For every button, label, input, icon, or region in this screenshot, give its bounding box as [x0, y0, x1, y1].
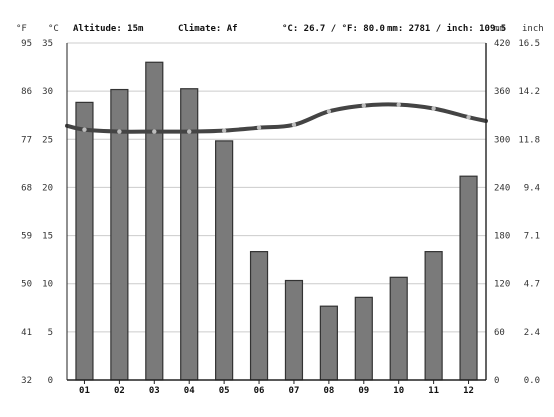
precipitation-axis-ticks: 0 0.0 60 2.4 120 4.7 180 7.1 240 9.4 300 11.8 360 14.… — [494, 39, 540, 386]
month-label: 09 — [358, 386, 369, 396]
mm-tick-label: 360 — [494, 87, 510, 97]
inch-tick-label: 14.2 — [518, 87, 540, 97]
mm-tick-label: 60 — [494, 328, 505, 338]
mm-tick-label: 300 — [494, 135, 510, 145]
total-precipitation-label: mm: 2781 / inch: 109.5 — [387, 23, 506, 34]
precipitation-bar-06 — [249, 251, 269, 381]
precipitation-bar-10 — [389, 276, 408, 381]
month-label: 12 — [463, 386, 474, 396]
inch-tick-label: 16.5 — [518, 39, 540, 49]
month-label: 02 — [114, 386, 125, 396]
temperature-point-10 — [396, 102, 401, 107]
celsius-tick-label: 5 — [48, 328, 53, 338]
month-label: 01 — [79, 386, 90, 396]
average-temperature-label: °C: 26.7 / °F: 80.0 — [282, 24, 385, 34]
temperature-point-11 — [431, 106, 436, 111]
precipitation-bar-03 — [145, 61, 164, 381]
mm-tick-label: 120 — [494, 280, 510, 290]
fahrenheit-tick-label: 86 — [21, 87, 32, 97]
climate-label: Climate: Af — [178, 23, 238, 34]
precipitation-bar-12 — [459, 175, 478, 381]
celsius-tick-label: 10 — [42, 280, 53, 290]
temperature-line — [65, 102, 488, 134]
precipitation-bar-01 — [75, 101, 94, 381]
inch-tick-label: 2.4 — [524, 328, 540, 338]
fahrenheit-tick-label: 95 — [21, 39, 32, 49]
celsius-tick-label: 20 — [42, 183, 53, 193]
fahrenheit-tick-label: 59 — [21, 232, 32, 242]
month-label: 11 — [428, 386, 439, 396]
gridlines — [67, 42, 486, 381]
temperature-point-03 — [152, 129, 157, 134]
celsius-tick-label: 30 — [42, 87, 53, 97]
fahrenheit-tick-label: 50 — [21, 280, 32, 290]
celsius-tick-label: 0 — [48, 376, 53, 386]
precipitation-bar-05 — [215, 140, 234, 381]
inch-tick-label: 9.4 — [524, 183, 540, 193]
fahrenheit-tick-label: 32 — [21, 376, 32, 386]
mm-tick-label: 420 — [494, 39, 510, 49]
fahrenheit-unit: °F — [16, 24, 27, 34]
temperature-point-08 — [326, 109, 332, 114]
inch-unit: inch — [522, 24, 544, 34]
temperature-point-07 — [291, 122, 297, 128]
month-label: 10 — [393, 386, 404, 396]
altitude-label: Altitude: 15m — [73, 23, 144, 34]
fahrenheit-tick-label: 41 — [21, 328, 32, 338]
fahrenheit-tick-label: 77 — [21, 135, 32, 145]
mm-tick-label: 180 — [494, 232, 510, 242]
temperature-point-05 — [221, 128, 227, 133]
temperature-axis-ticks: 32 0 41 5 50 10 59 15 68 20 77 25 86 30 95 35 — [21, 39, 53, 386]
celsius-unit: °C — [48, 24, 59, 34]
precipitation-bar-09 — [354, 296, 373, 381]
mm-unit: mm — [494, 24, 505, 34]
month-label: 08 — [323, 386, 334, 396]
month-label: 06 — [254, 386, 265, 396]
month-label: 04 — [184, 386, 195, 396]
temperature-point-02 — [117, 129, 122, 134]
temperature-point-12 — [466, 114, 471, 120]
month-label: 03 — [149, 386, 160, 396]
temperature-point-09 — [361, 103, 366, 108]
fahrenheit-tick-label: 68 — [21, 183, 32, 193]
axis-lines — [66, 43, 487, 381]
temperature-point-06 — [256, 125, 262, 130]
celsius-tick-label: 15 — [42, 232, 53, 242]
precipitation-bar-07 — [284, 279, 304, 381]
temperature-point-04 — [187, 129, 192, 134]
temperature-curve — [65, 102, 488, 134]
inch-tick-label: 4.7 — [524, 280, 540, 290]
inch-tick-label: 11.8 — [518, 135, 540, 145]
precipitation-bar-08 — [319, 305, 338, 381]
month-label: 07 — [289, 386, 300, 396]
precipitation-bar-11 — [424, 251, 443, 381]
inch-tick-label: 7.1 — [524, 232, 540, 242]
celsius-tick-label: 25 — [42, 135, 53, 145]
month-labels: 01 02 03 04 05 06 07 08 09 10 11 12 — [79, 380, 474, 396]
temperature-point-01 — [82, 127, 87, 132]
inch-tick-label: 0.0 — [524, 376, 540, 386]
mm-tick-label: 240 — [494, 183, 510, 193]
month-label: 05 — [219, 386, 230, 396]
mm-tick-label: 0 — [494, 376, 499, 386]
celsius-tick-label: 35 — [42, 39, 53, 49]
